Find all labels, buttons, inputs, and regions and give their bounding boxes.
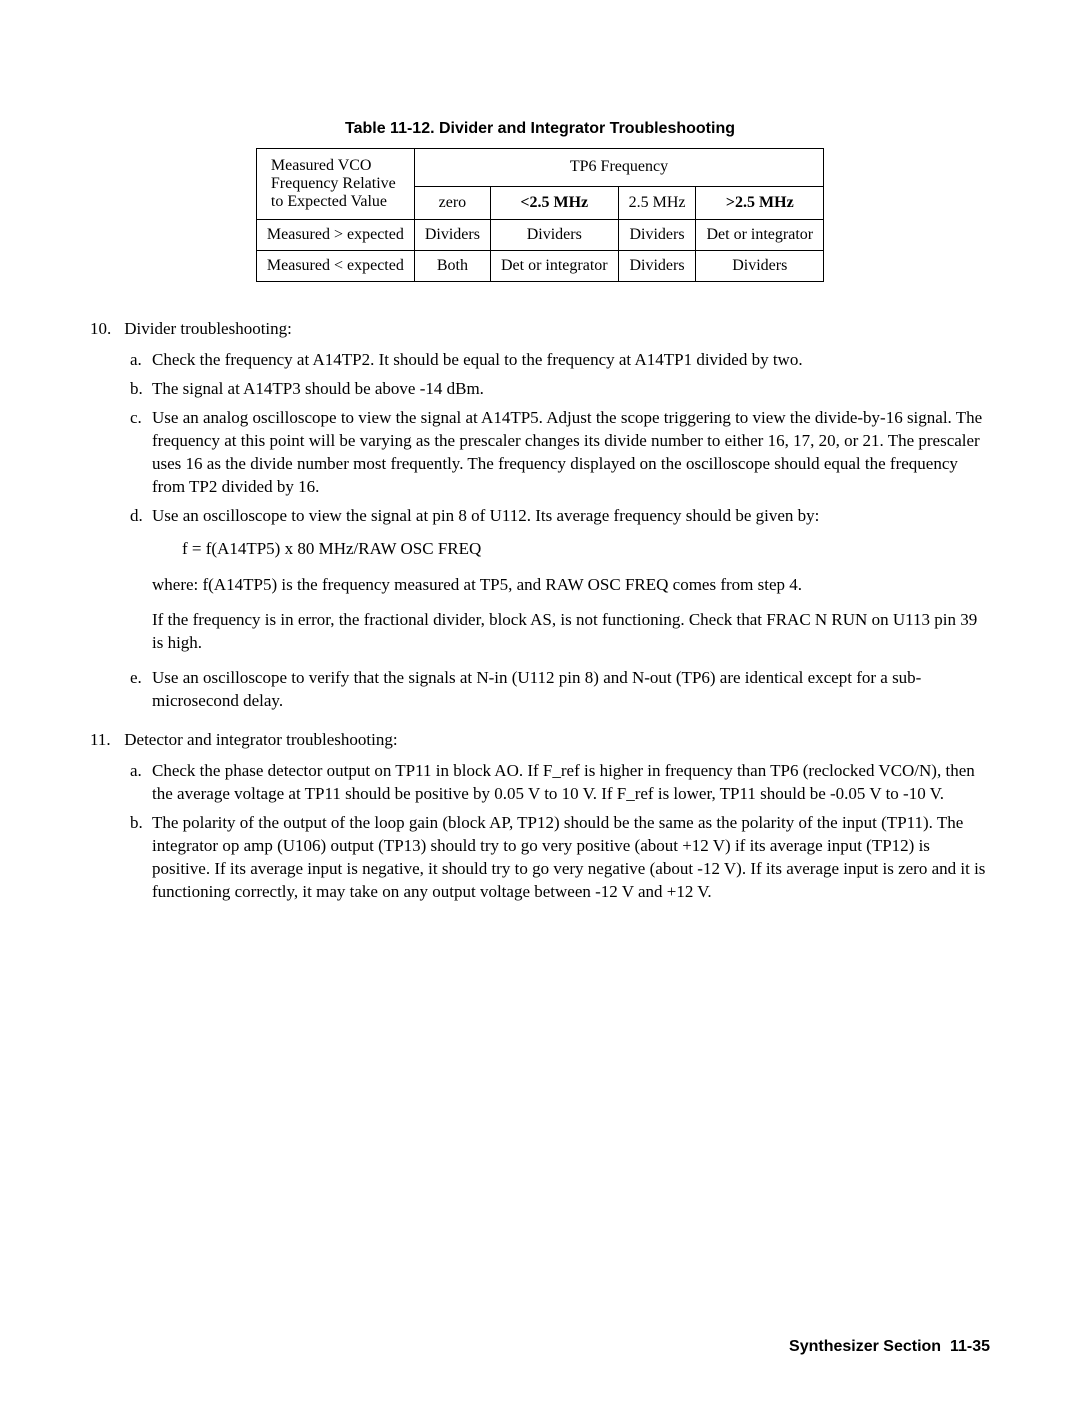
item-10c: c.Use an analog oscilloscope to view the… xyxy=(130,407,990,499)
item-10d: d.Use an oscilloscope to view the signal… xyxy=(130,505,990,528)
table-title: Table 11-12. Divider and Integrator Trou… xyxy=(90,120,990,138)
tp6-frequency-header: TP6 Frequency xyxy=(414,149,823,187)
row2-label: Measured < expected xyxy=(256,251,414,282)
row2-c3: Dividers xyxy=(618,251,696,282)
item-10b: b.The signal at A14TP3 should be above -… xyxy=(130,378,990,401)
row1-c3: Dividers xyxy=(618,220,696,251)
item-11b: b.The polarity of the output of the loop… xyxy=(130,812,990,904)
item-10d-p2: If the frequency is in error, the fracti… xyxy=(152,609,990,655)
item-11: 11. Detector and integrator troubleshoot… xyxy=(90,729,990,904)
troubleshooting-table: Measured VCO Frequency Relative to Expec… xyxy=(256,148,824,282)
row1-c2: Dividers xyxy=(490,220,618,251)
item-10-num: 10. xyxy=(90,318,120,341)
row2-c2: Det or integrator xyxy=(490,251,618,282)
item-11a: a.Check the phase detector output on TP1… xyxy=(130,760,990,806)
item-10: 10. Divider troubleshooting: a.Check the… xyxy=(90,318,990,713)
item-11-title: Detector and integrator troubleshooting: xyxy=(124,730,397,749)
footer-page: 11-35 xyxy=(950,1338,990,1355)
item-10a: a.Check the frequency at A14TP2. It shou… xyxy=(130,349,990,372)
row1-c4: Det or integrator xyxy=(696,220,824,251)
row1-c1: Dividers xyxy=(414,220,490,251)
footer-section: Synthesizer Section xyxy=(789,1338,941,1355)
item-11-num: 11. xyxy=(90,729,120,752)
col-25: 2.5 MHz xyxy=(618,186,696,219)
row2-c1: Both xyxy=(414,251,490,282)
table-row: Measured < expected Both Det or integrat… xyxy=(256,251,823,282)
item-10-title: Divider troubleshooting: xyxy=(124,319,292,338)
col-gt25: >2.5 MHz xyxy=(696,186,824,219)
item-10e: e.Use an oscilloscope to verify that the… xyxy=(130,667,990,713)
page-footer: Synthesizer Section 11-35 xyxy=(789,1338,990,1356)
table-header-left: Measured VCO Frequency Relative to Expec… xyxy=(256,149,414,220)
table-wrapper: Measured VCO Frequency Relative to Expec… xyxy=(90,148,990,282)
row2-c4: Dividers xyxy=(696,251,824,282)
hdr-left-l3: to Expected Value xyxy=(271,193,387,210)
hdr-left-l1: Measured VCO xyxy=(271,157,372,174)
item-10d-p1: where: f(A14TP5) is the frequency measur… xyxy=(152,574,990,597)
col-zero: zero xyxy=(414,186,490,219)
table-row: Measured > expected Dividers Dividers Di… xyxy=(256,220,823,251)
hdr-left-l2: Frequency Relative xyxy=(271,175,396,192)
item-10d-formula: f = f(A14TP5) x 80 MHz/RAW OSC FREQ xyxy=(90,538,990,561)
col-lt25: <2.5 MHz xyxy=(490,186,618,219)
row1-label: Measured > expected xyxy=(256,220,414,251)
